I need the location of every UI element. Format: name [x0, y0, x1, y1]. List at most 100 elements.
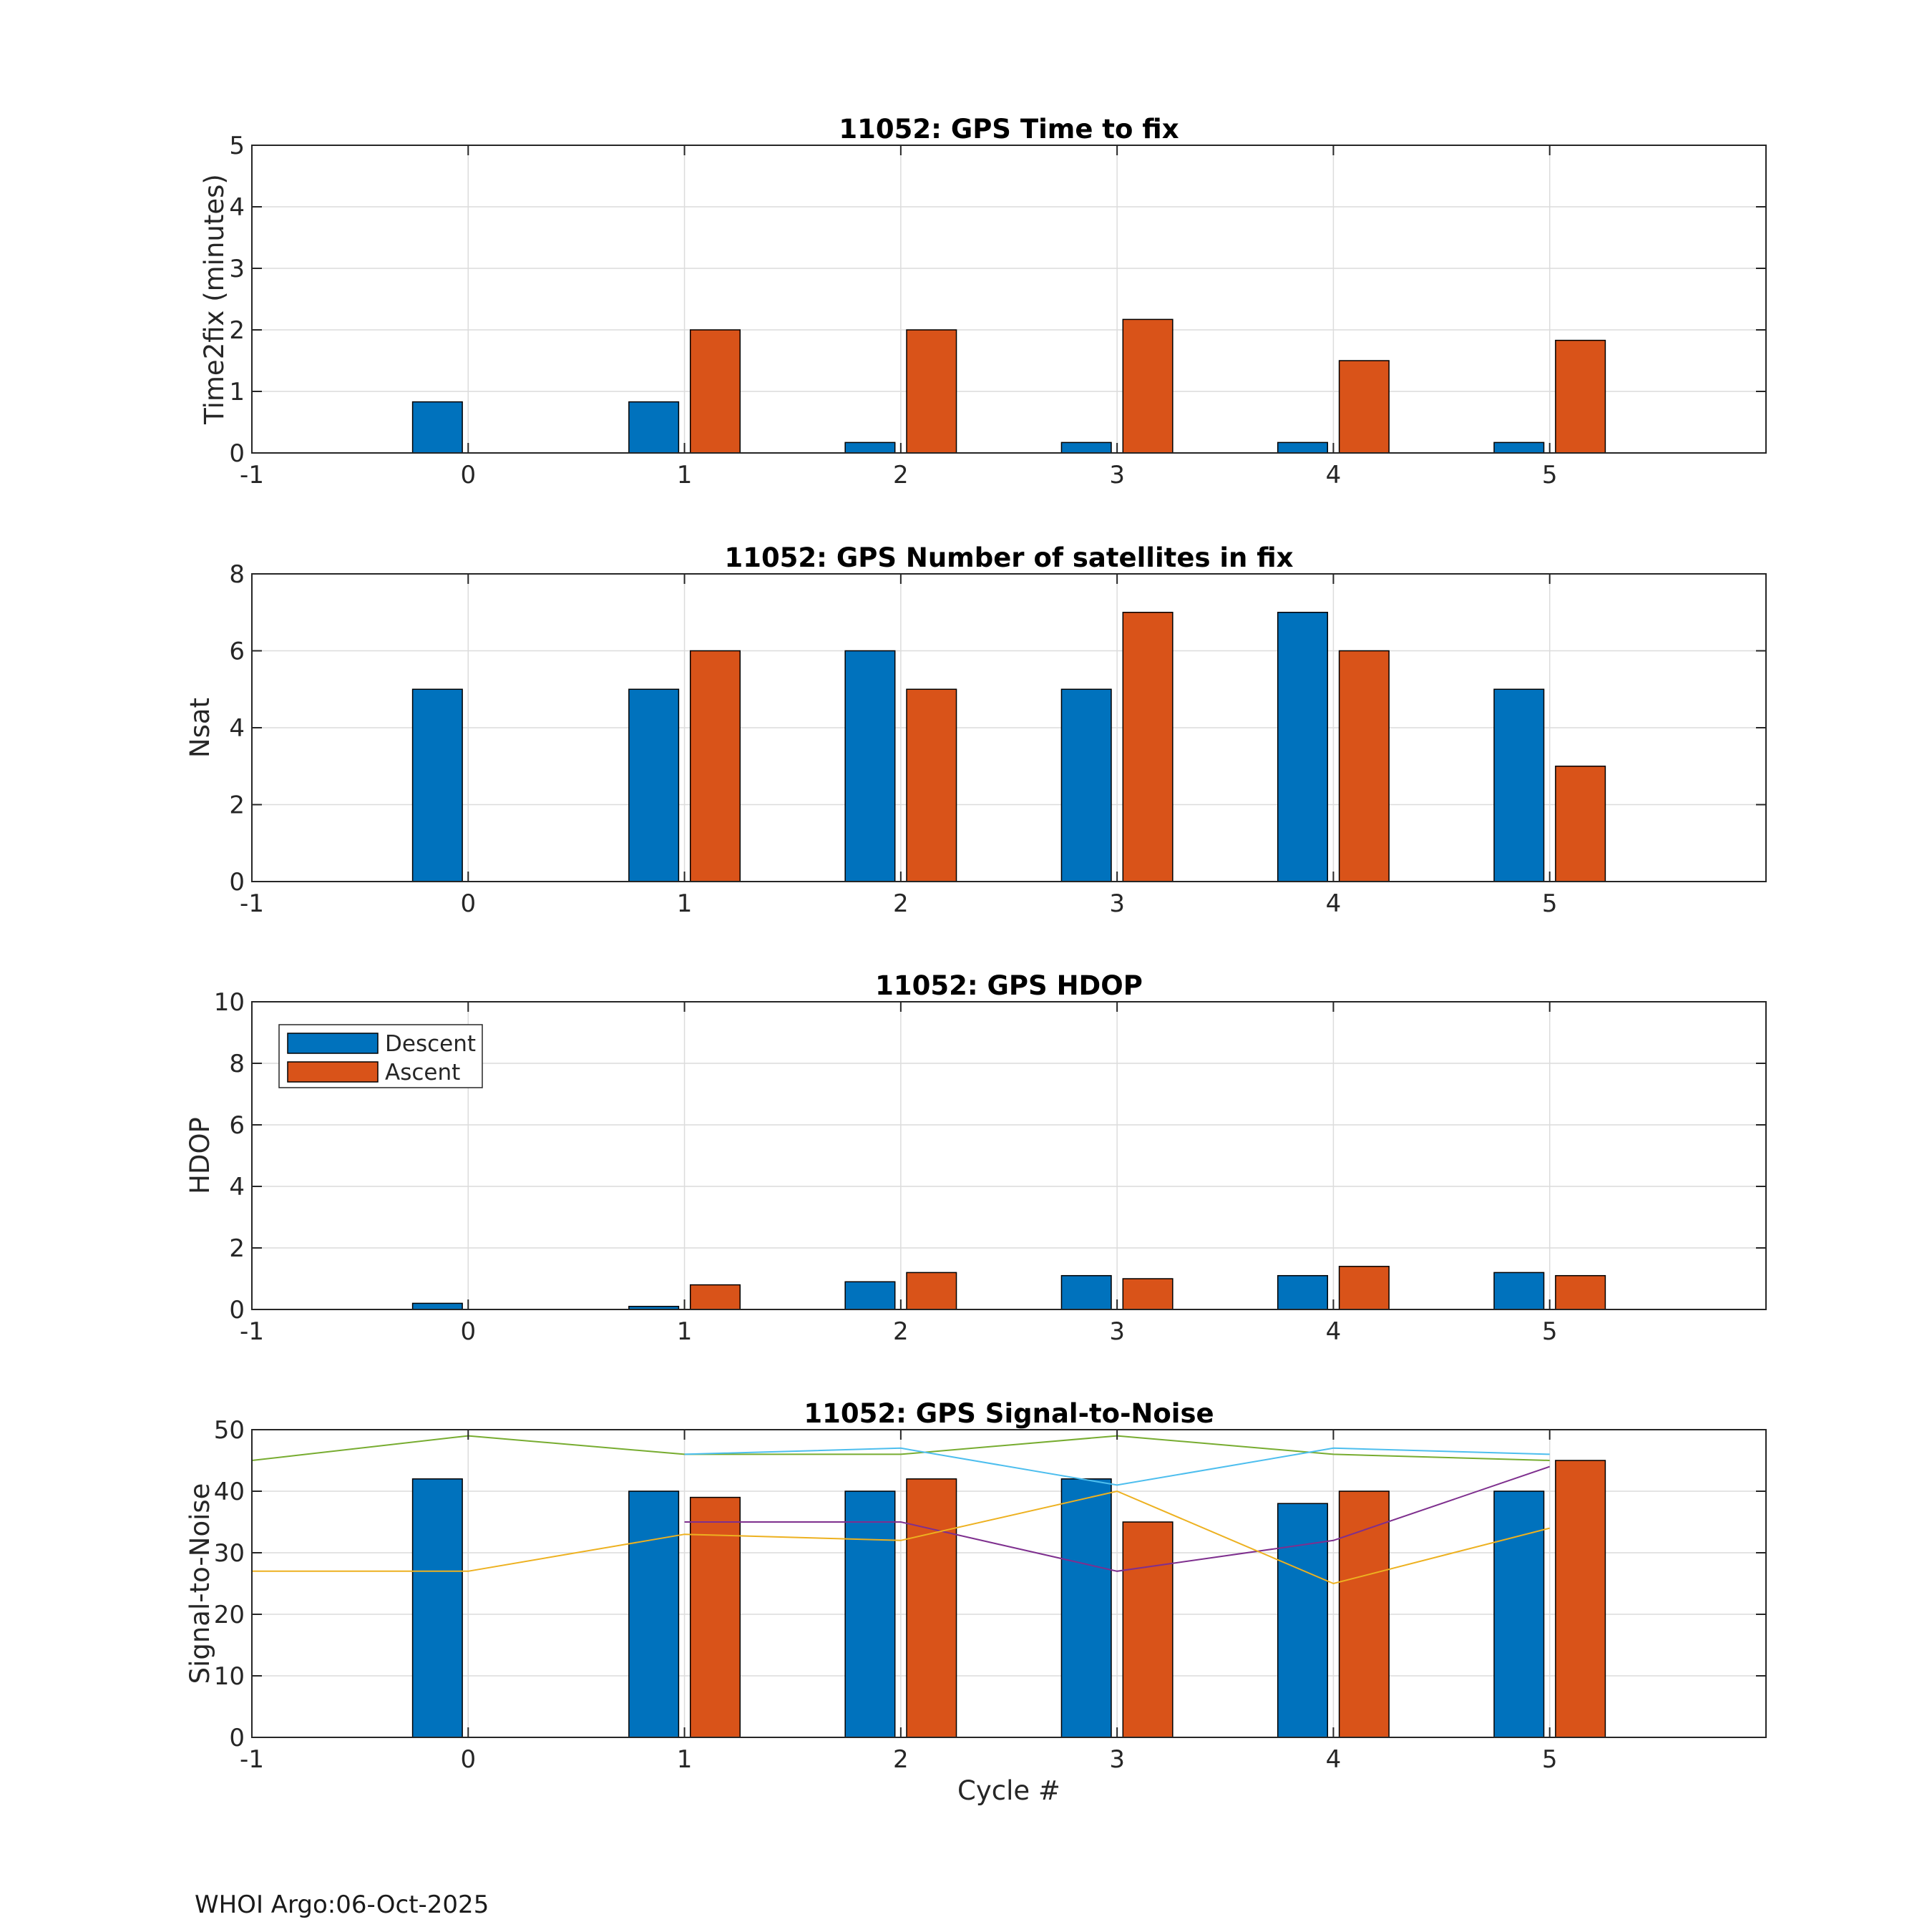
x-tick-label: 0: [460, 1745, 476, 1774]
snr-line-4: [252, 1490, 1550, 1585]
x-tick-label: 1: [677, 1317, 693, 1346]
bar-descent-3: [1060, 1274, 1112, 1310]
bar-descent-1: [628, 688, 680, 882]
grid: [252, 145, 1766, 453]
y-tick-label: 4: [229, 714, 245, 743]
bars: [411, 1266, 1606, 1310]
bars: [411, 1460, 1606, 1738]
y-axis-label: HDOP: [185, 1117, 215, 1194]
bar-descent-2: [844, 1491, 896, 1738]
x-tick-label: 5: [1542, 461, 1558, 489]
x-tick-label: 0: [460, 889, 476, 918]
axes-box: [251, 1429, 1767, 1738]
x-tick-label: 3: [1109, 461, 1125, 489]
bar-ascent-1: [689, 650, 741, 882]
plot-area: [252, 145, 1766, 453]
x-tick-label: -1: [240, 1745, 264, 1774]
grid: [252, 1002, 1766, 1309]
y-axis-label: Time2fix (minutes): [199, 174, 230, 425]
x-tick-label: 2: [893, 461, 909, 489]
legend-swatch-descent: [287, 1033, 379, 1054]
y-tick-label: 40: [214, 1478, 245, 1506]
bar-descent-5: [1493, 688, 1545, 882]
ticks: [251, 1429, 1766, 1738]
y-tick-label: 2: [229, 791, 245, 820]
y-tick-label: 0: [229, 439, 245, 468]
y-tick-label: 4: [229, 1173, 245, 1201]
x-tick-label: 1: [677, 889, 693, 918]
bar-descent-5: [1493, 1491, 1545, 1738]
y-tick-label: 8: [229, 560, 245, 589]
snr-lines: [251, 1435, 1551, 1585]
bar-descent-0: [411, 688, 463, 882]
bar-ascent-3: [1122, 612, 1174, 882]
y-tick-label: 0: [229, 1724, 245, 1752]
bar-descent-0: [411, 1478, 463, 1738]
x-tick-label: 5: [1542, 1745, 1558, 1774]
bar-descent-2: [844, 650, 896, 882]
y-tick-label: 20: [214, 1601, 245, 1629]
bar-ascent-5: [1555, 339, 1606, 454]
bar-descent-3: [1060, 441, 1112, 454]
chart-title: 11052: GPS HDOP: [875, 970, 1143, 1001]
bar-ascent-1: [689, 329, 741, 454]
x-tick-label: 5: [1542, 889, 1558, 918]
x-tick-label: 3: [1109, 889, 1125, 918]
bars: [411, 318, 1606, 454]
x-tick-label: 5: [1542, 1317, 1558, 1346]
bar-ascent-4: [1338, 1491, 1390, 1738]
bar-descent-1: [628, 1491, 680, 1738]
x-tick-label: 3: [1109, 1745, 1125, 1774]
bar-ascent-5: [1555, 1274, 1606, 1310]
x-tick-label: -1: [240, 461, 264, 489]
bar-ascent-4: [1338, 1266, 1390, 1310]
bar-descent-0: [411, 1302, 463, 1310]
x-tick-label: 4: [1326, 461, 1342, 489]
x-tick-label: 2: [893, 889, 909, 918]
y-tick-label: 2: [229, 316, 245, 345]
bar-ascent-5: [1555, 766, 1606, 882]
y-tick-label: 3: [229, 255, 245, 283]
legend-label-ascent: Ascent: [385, 1060, 460, 1085]
bar-descent-3: [1060, 1478, 1112, 1738]
y-tick-label: 6: [229, 1111, 245, 1140]
bar-descent-4: [1277, 1274, 1329, 1310]
bar-descent-4: [1277, 441, 1329, 454]
footer-stamp: WHOI Argo:06-Oct-2025: [195, 1890, 489, 1919]
chart-title: 11052: GPS Signal-to-Noise: [804, 1398, 1214, 1429]
ticks: [251, 145, 1766, 454]
y-tick-label: 10: [214, 988, 245, 1017]
bar-ascent-1: [689, 1284, 741, 1310]
x-tick-label: 0: [460, 461, 476, 489]
legend: Descent Ascent: [278, 1024, 483, 1088]
plot-area: [252, 1002, 1766, 1309]
x-axis-label: Cycle #: [957, 1775, 1060, 1806]
x-tick-label: -1: [240, 889, 264, 918]
legend-label-descent: Descent: [385, 1031, 476, 1057]
bar-descent-5: [1493, 441, 1545, 454]
bar-descent-0: [411, 401, 463, 454]
ticks: [251, 573, 1766, 882]
y-tick-label: 1: [229, 378, 245, 406]
y-tick-label: 6: [229, 638, 245, 666]
y-tick-label: 5: [229, 132, 245, 160]
x-tick-label: 4: [1326, 1317, 1342, 1346]
bar-ascent-4: [1338, 650, 1390, 882]
snr-line-2: [684, 1447, 1550, 1486]
y-axis-label: Signal-to-Noise: [185, 1483, 215, 1684]
bar-ascent-3: [1122, 318, 1174, 454]
bar-descent-3: [1060, 688, 1112, 882]
bar-descent-2: [844, 1281, 896, 1310]
y-tick-label: 10: [214, 1662, 245, 1691]
bar-ascent-3: [1122, 1278, 1174, 1310]
bar-ascent-1: [689, 1496, 741, 1738]
axes-box: [251, 1001, 1767, 1310]
x-tick-label: 1: [677, 461, 693, 489]
y-axis-label: Nsat: [185, 698, 215, 758]
ticks: [251, 1001, 1766, 1310]
x-tick-label: 0: [460, 1317, 476, 1346]
